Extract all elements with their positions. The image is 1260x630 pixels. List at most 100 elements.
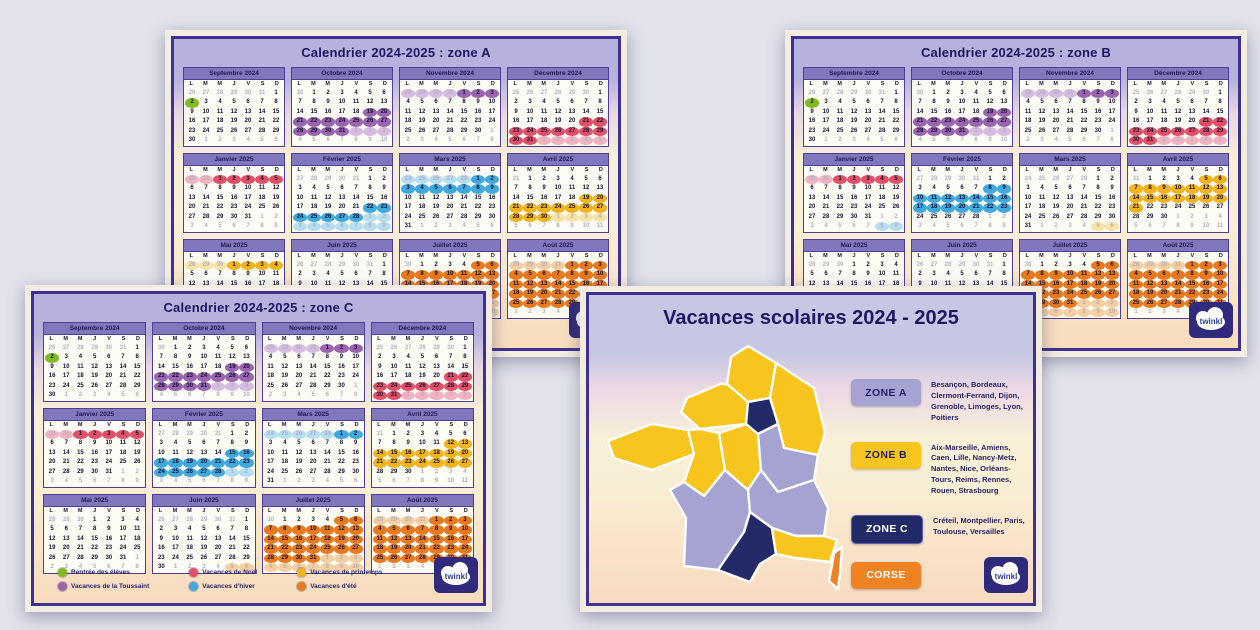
day-cell: 14 [1202, 108, 1210, 115]
day-cell: 11 [836, 108, 844, 115]
month-header: Novembre 2024 [400, 68, 500, 80]
day-cell: 2 [1110, 176, 1114, 182]
day-cell: 6 [190, 185, 194, 192]
weekday-label: D [354, 422, 359, 428]
day-cell: 26 [850, 127, 858, 134]
day-cell: 30 [45, 430, 60, 440]
day-cell: 13 [338, 194, 346, 201]
day-cell: 26 [944, 213, 952, 220]
day-cell: 26 [1143, 298, 1157, 308]
day-cell: 14 [202, 194, 210, 201]
day-cell: 11 [892, 271, 900, 278]
day-cell: 31 [366, 262, 374, 268]
day-cell: 12 [186, 449, 194, 456]
weekday-label: J [202, 336, 206, 342]
day-cell: 28 [419, 345, 426, 351]
month-header: Octobre 2024 [912, 68, 1012, 80]
day-cell: 16 [230, 194, 238, 201]
day-cell: 23 [537, 203, 551, 213]
day-cell: 28 [62, 468, 70, 475]
day-cell: 6 [1049, 307, 1063, 318]
day-cell: 22 [474, 204, 482, 211]
weekday-label: M [931, 253, 936, 259]
weekday-label: M [187, 508, 192, 514]
day-cell: 11 [186, 535, 193, 542]
weekday-label: L [917, 81, 921, 87]
weekday-label: M [527, 81, 532, 87]
day-cell: 9 [232, 185, 236, 192]
day-cell: 9 [476, 99, 480, 106]
weekday-label: M [1161, 167, 1166, 173]
day-cell: 11 [320, 525, 335, 535]
weekday-label: M [172, 508, 178, 514]
weekday-label: M [1039, 167, 1044, 173]
day-cell: 5 [429, 184, 443, 194]
zone-badge-c: ZONE C [851, 514, 923, 544]
day-cell: 8 [382, 271, 386, 278]
day-cell: 13 [596, 185, 604, 192]
day-cell: 6 [188, 391, 192, 398]
day-cell: 19 [230, 118, 238, 125]
weekday-label: S [340, 422, 344, 428]
day-cell: 31 [196, 381, 211, 391]
weekday-label: L [917, 253, 921, 259]
day-cell: 9 [1091, 307, 1105, 318]
day-cell: 6 [1082, 136, 1086, 143]
weekday-label: M [325, 167, 330, 173]
weekday-label: M [77, 508, 83, 514]
day-cell: 31 [228, 517, 236, 523]
day-cell: 1 [1176, 213, 1180, 220]
day-cell: 11 [944, 280, 952, 287]
day-cell: 30 [582, 90, 590, 96]
day-cell: 3 [406, 563, 410, 570]
day-cell: 27 [172, 517, 179, 523]
day-cell: 2 [471, 89, 485, 99]
day-cell: 10 [1000, 136, 1008, 143]
day-cell: 8 [173, 354, 178, 361]
day-cell: 20 [1188, 118, 1196, 125]
day-cell: 1 [368, 176, 372, 182]
day-cell: 27 [1160, 90, 1168, 96]
day-cell: 11 [457, 270, 471, 280]
day-cell: 8 [353, 391, 358, 398]
day-cell: 21 [1080, 204, 1088, 211]
day-cell: 30 [1202, 90, 1210, 96]
weekday-label: M [1161, 81, 1166, 87]
day-cell: 3 [457, 516, 472, 526]
day-cell: 2 [298, 271, 302, 278]
weekday-label: V [1082, 167, 1087, 173]
day-cell: 21 [228, 545, 236, 552]
day-cell: 2 [1148, 308, 1152, 315]
day-cell: 9 [1134, 108, 1138, 115]
day-cell: 1 [1185, 261, 1199, 271]
weekday-label: J [852, 167, 856, 173]
day-cell: 13 [309, 449, 317, 456]
day-cell: 23 [321, 117, 335, 127]
day-cell: 6 [92, 477, 97, 484]
day-cell: 11 [214, 354, 222, 361]
day-cell: 14 [969, 193, 983, 204]
month-header: Février 2025 [292, 154, 392, 166]
day-cell: 8 [368, 185, 372, 192]
day-cell: 24 [386, 381, 402, 391]
day-cell: 30 [372, 390, 387, 401]
day-cell: 19 [363, 107, 377, 118]
weekday-label: M [311, 253, 316, 259]
day-cell: 17 [822, 118, 830, 125]
day-cell: 4 [312, 185, 316, 192]
day-cell: 18 [320, 534, 335, 545]
day-cell: 5 [232, 99, 236, 106]
weekday-label: J [1176, 167, 1180, 173]
day-cell: 18 [418, 204, 426, 211]
day-cell: 17 [105, 449, 113, 456]
day-cell: 1 [382, 262, 386, 268]
weekday-label: J [556, 253, 560, 259]
day-cell: 31 [199, 175, 213, 185]
day-cell: 2 [87, 430, 102, 440]
weekday-label: J [852, 253, 856, 259]
zone-badge-a: ZONE A [851, 379, 921, 406]
day-cell: 8 [121, 477, 125, 484]
